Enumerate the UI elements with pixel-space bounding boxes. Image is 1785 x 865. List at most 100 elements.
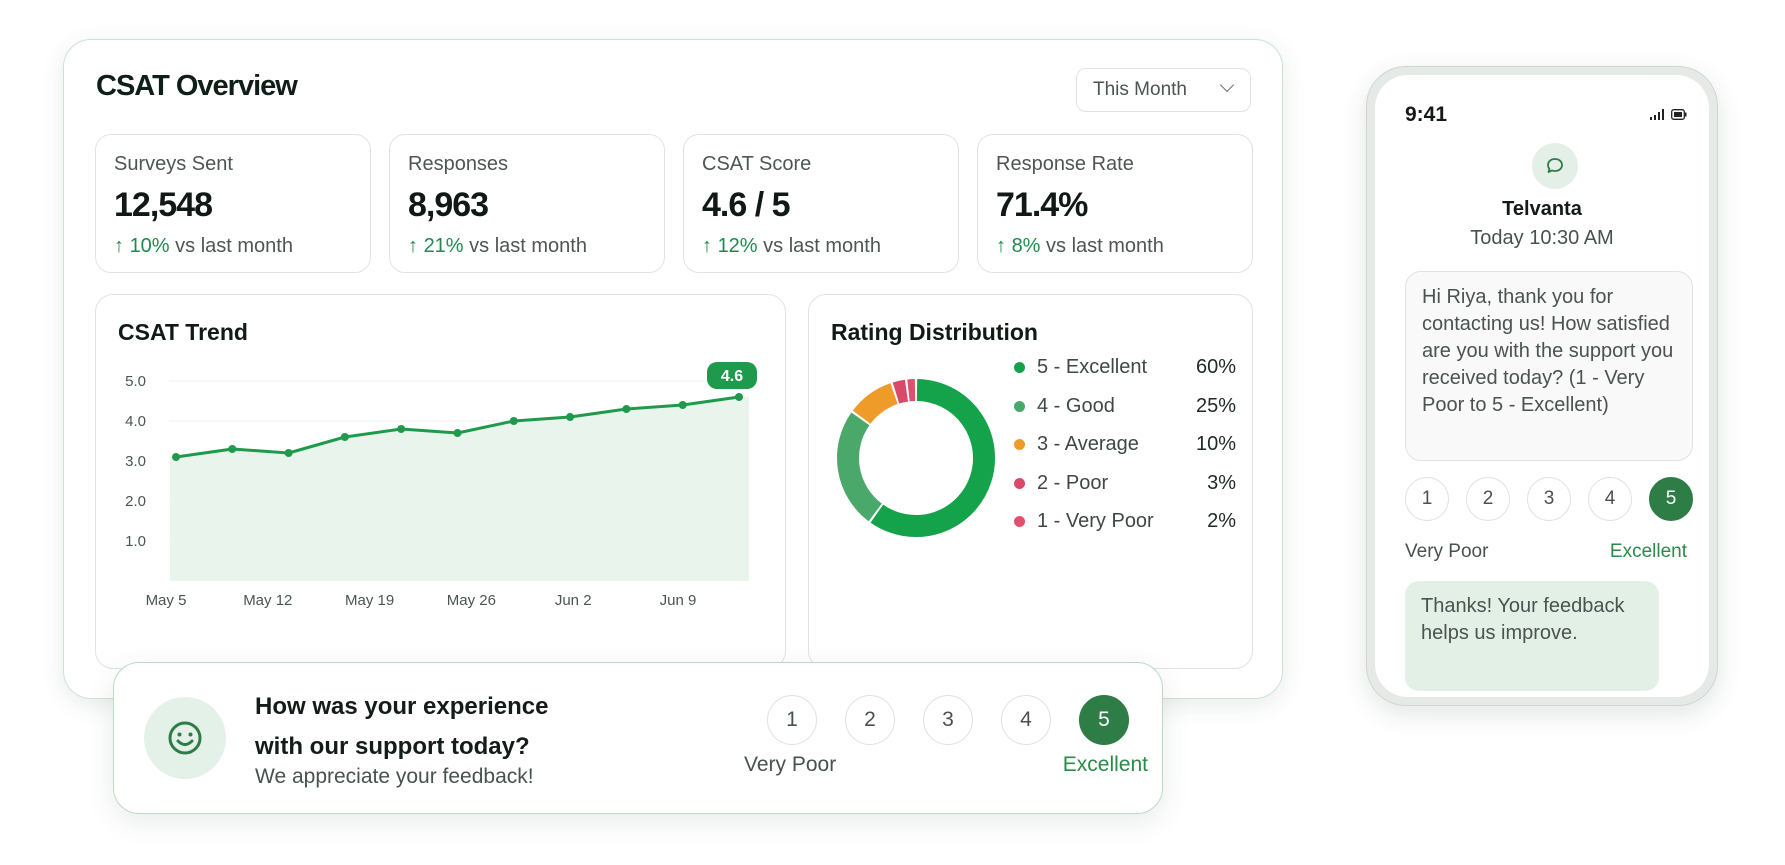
feedback-question: How was your experience with our support… <box>255 693 549 760</box>
kpi-delta-suffix: vs last month <box>469 235 587 257</box>
scale-high-label: Excellent <box>1062 753 1148 776</box>
period-dropdown[interactable]: This Month <box>1076 68 1251 112</box>
kpi-label: CSAT Score <box>702 153 812 175</box>
kpi-response-rate: Response Rate 71.4% ↑ 8% vs last month <box>977 134 1253 273</box>
y-tick-label: 3.0 <box>125 453 146 470</box>
legend-item: 5 - Excellent 60% <box>1014 356 1236 379</box>
donut-slice <box>870 379 995 537</box>
rating-button-1[interactable]: 1 <box>767 695 817 745</box>
trend-point <box>228 445 237 453</box>
legend-percent: 3% <box>1207 471 1236 494</box>
rating-button-4[interactable]: 4 <box>1001 695 1051 745</box>
legend-dot <box>1014 516 1025 527</box>
x-tick-label: Jun 2 <box>555 592 592 609</box>
x-tick-label: May 26 <box>447 592 496 609</box>
dashboard-title: CSAT Overview <box>96 70 298 102</box>
kpi-delta: ↑ 21% vs last month <box>408 235 664 258</box>
kpi-delta-suffix: vs last month <box>763 235 881 257</box>
kpi-delta-value: 10% <box>129 235 170 257</box>
legend-dot <box>1014 400 1025 412</box>
trend-point <box>566 413 575 421</box>
csat-trend-panel: CSAT Trend 5.0 4.0 3.0 2.0 1.0 May 5 May 12 May… <box>95 294 786 669</box>
kpi-delta-value: 21% <box>423 235 464 257</box>
legend-item: 1 - Very Poor 2% <box>1014 510 1236 533</box>
phone-screen: 9:41 Telvanta Today 10:30 AM Hi Riya, th… <box>1375 75 1709 697</box>
chat-icon <box>1532 143 1578 189</box>
rating-distribution-panel: Rating Distribution 5 - Excellent 60% 4 - … <box>808 294 1253 669</box>
trend-point <box>622 405 631 413</box>
rating-donut-chart <box>837 379 995 537</box>
csat-trend-chart: 5.0 4.0 3.0 2.0 1.0 May 5 May 12 May 19 May 26 Ju… <box>125 362 757 609</box>
legend-percent: 2% <box>1207 510 1236 532</box>
chevron-down-icon <box>1219 77 1235 93</box>
feedback-card: How was your experience with our support… <box>113 662 1163 814</box>
trend-area <box>170 397 749 581</box>
kpi-delta-value: 8% <box>1011 235 1041 257</box>
x-tick-label: May 19 <box>345 592 394 609</box>
trend-point <box>340 433 349 441</box>
y-tick-label: 4.0 <box>125 413 146 430</box>
legend-percent: 10% <box>1195 433 1236 455</box>
donut-slice <box>892 379 909 404</box>
status-time: 9:41 <box>1405 103 1448 126</box>
x-tick-label: May 12 <box>243 592 292 609</box>
legend-label: 2 - Poor <box>1037 471 1109 494</box>
kpi-value: 8,963 <box>408 186 489 224</box>
kpi-value: 4.6 / 5 <box>702 186 791 224</box>
battery-icon <box>1671 109 1687 120</box>
legend-item: 4 - Good 25% <box>1014 395 1236 418</box>
arrow-up-icon: ↑ <box>408 235 424 257</box>
kpi-delta-suffix: vs last month <box>175 235 293 257</box>
trend-point <box>453 429 462 437</box>
legend-label: 3 - Average <box>1037 433 1139 455</box>
incoming-message: Hi Riya, thank you for contacting us! Ho… <box>1405 271 1693 461</box>
kpi-delta-value: 12% <box>717 235 758 257</box>
reply-message: Thanks! Your feedback helps us improve. <box>1405 581 1659 691</box>
rating-button-5[interactable]: 5 <box>1079 695 1129 745</box>
phone-scale-high: Excellent <box>1609 541 1687 562</box>
period-value: This Month <box>1093 79 1187 100</box>
kpi-delta: ↑ 10% vs last month <box>114 235 370 258</box>
latest-value-badge <box>707 362 757 389</box>
legend-dot <box>1014 439 1025 450</box>
legend-item: 2 - Poor 3% <box>1014 472 1236 495</box>
kpi-value: 71.4% <box>996 186 1088 224</box>
rating-button-2[interactable]: 2 <box>845 695 895 745</box>
status-icons <box>1650 109 1687 120</box>
arrow-up-icon: ↑ <box>702 235 718 257</box>
distribution-title: Rating Distribution <box>831 319 1038 345</box>
phone-rating-5[interactable]: 5 <box>1649 477 1693 521</box>
phone-scale-low: Very Poor <box>1405 541 1489 562</box>
phone-rating-4[interactable]: 4 <box>1588 477 1632 521</box>
kpi-delta: ↑ 12% vs last month <box>702 235 958 258</box>
trend-point <box>509 417 518 425</box>
arrow-up-icon: ↑ <box>114 235 130 257</box>
legend-item: 3 - Average 10% <box>1014 433 1236 456</box>
arrow-up-icon: ↑ <box>996 235 1012 257</box>
smiley-icon <box>144 697 226 779</box>
y-tick-label: 2.0 <box>125 493 146 510</box>
trend-point <box>735 393 743 401</box>
kpi-surveys-sent: Surveys Sent 12,548 ↑ 10% vs last month <box>95 134 371 273</box>
legend-label: 5 - Excellent <box>1037 356 1148 378</box>
scale-low-label: Very Poor <box>744 753 837 776</box>
legend-dot <box>1014 362 1025 373</box>
trend-point <box>284 449 293 457</box>
phone-rating-2[interactable]: 2 <box>1466 477 1510 521</box>
legend-label: 1 - Very Poor <box>1037 510 1154 532</box>
legend-label: 4 - Good <box>1037 394 1115 417</box>
x-tick-label: Jun 9 <box>660 592 697 609</box>
kpi-delta: ↑ 8% vs last month <box>996 235 1252 258</box>
donut-slice <box>837 412 883 522</box>
legend-percent: 60% <box>1195 356 1236 378</box>
rating-button-3[interactable]: 3 <box>923 695 973 745</box>
trend-point <box>172 453 180 461</box>
trend-point <box>678 401 687 409</box>
phone-rating-3[interactable]: 3 <box>1527 477 1571 521</box>
x-tick-label: May 5 <box>146 592 187 609</box>
csat-dashboard-card: CSAT Overview This Month Surveys Sent 12… <box>63 39 1283 699</box>
donut-slice <box>852 383 899 425</box>
trend-title: CSAT Trend <box>118 319 248 345</box>
sender-name: Telvanta <box>1502 198 1582 220</box>
phone-rating-1[interactable]: 1 <box>1405 477 1449 521</box>
